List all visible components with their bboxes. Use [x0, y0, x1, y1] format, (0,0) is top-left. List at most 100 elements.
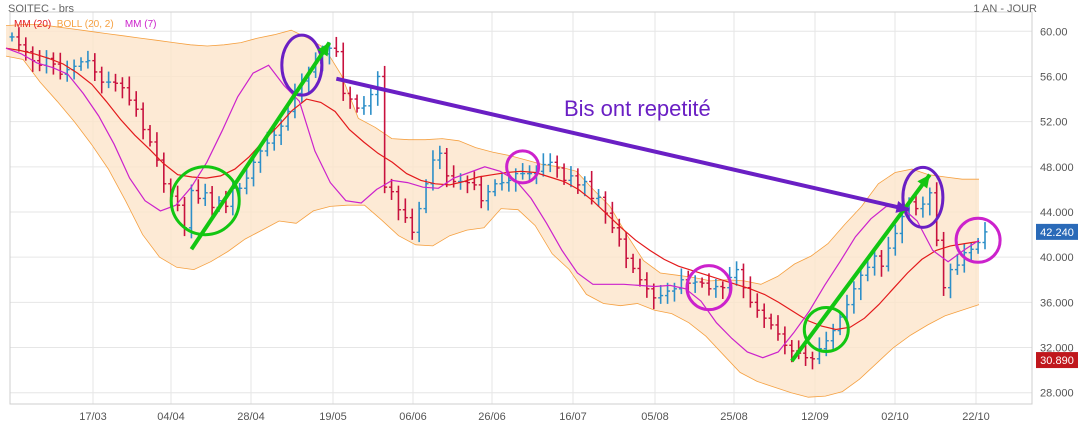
price-bar	[934, 182, 940, 247]
highlight-circle	[802, 305, 850, 353]
bollinger-lower-line	[5, 55, 980, 398]
chart-period: 1 AN - JOUR	[973, 3, 1037, 15]
price-bar	[692, 275, 698, 293]
price-bar	[885, 236, 891, 272]
price-bar	[651, 283, 657, 310]
legend-mm7: MM (7)	[124, 19, 157, 30]
price-bar	[699, 277, 705, 288]
price-bar	[368, 87, 374, 115]
y-tick-label: 32.000	[1040, 343, 1074, 355]
trend-arrow-head	[917, 174, 930, 189]
bollinger-upper-line	[5, 24, 979, 285]
price-bar	[761, 303, 767, 328]
legend-boll: BOLL (20, 2)	[56, 19, 114, 30]
price-bar	[941, 231, 947, 296]
price-bar	[540, 153, 546, 177]
price-bar	[395, 185, 401, 221]
price-bar	[837, 312, 843, 336]
price-bar	[147, 125, 153, 147]
price-bar	[982, 222, 988, 250]
y-tick-label: 56.00	[1040, 71, 1068, 83]
price-bar	[16, 27, 22, 52]
price-bar	[99, 66, 105, 94]
price-bar	[499, 172, 505, 191]
highlight-circle	[169, 165, 241, 237]
price-bar	[389, 178, 395, 200]
price-bar	[658, 285, 664, 304]
price-bar	[858, 269, 864, 301]
trend-arrow-line	[335, 76, 910, 212]
y-tick-label: 48.000	[1040, 162, 1074, 174]
highlight-ellipse	[280, 33, 324, 97]
low-price-badge-bg	[1036, 352, 1078, 369]
x-tick-label: 16/07	[559, 411, 587, 423]
x-tick-label: 28/04	[237, 411, 265, 423]
price-bar	[851, 281, 857, 314]
price-bar	[195, 179, 201, 204]
price-bar	[623, 232, 629, 269]
price-bar	[609, 201, 615, 234]
x-tick-label: 22/10	[962, 411, 990, 423]
y-tick-label: 40.000	[1040, 252, 1074, 264]
last-price-badge-bg	[1036, 223, 1078, 240]
price-bar	[665, 282, 671, 304]
price-bar	[492, 179, 498, 197]
x-tick-label: 25/08	[720, 411, 748, 423]
price-bar	[527, 165, 533, 182]
trend-arrow-line	[790, 173, 932, 363]
price-bar	[582, 176, 588, 197]
chart-symbol: SOITEC - brs	[8, 3, 75, 15]
last-price-badge: 42.240	[1040, 227, 1074, 239]
price-bar	[734, 261, 740, 286]
price-bar	[333, 36, 339, 57]
trend-arrow-head	[317, 42, 330, 57]
price-bar	[140, 102, 146, 140]
price-bar	[554, 155, 560, 178]
plot-frame	[9, 11, 1033, 405]
price-bar	[37, 50, 43, 72]
trend-arrow-head	[895, 200, 910, 213]
price-bar	[78, 57, 84, 71]
price-bar	[892, 224, 898, 256]
price-bar	[85, 50, 91, 69]
price-bar	[119, 77, 125, 99]
price-bar	[347, 86, 353, 109]
price-bar	[596, 189, 602, 207]
price-bar	[437, 145, 443, 170]
highlight-circle	[685, 264, 733, 312]
price-bar	[947, 263, 953, 299]
price-bar	[126, 76, 132, 106]
price-bar	[444, 148, 450, 188]
price-bar	[113, 73, 119, 92]
price-bar	[188, 184, 194, 239]
price-bar	[9, 32, 15, 42]
price-bar	[416, 201, 422, 243]
highlight-ellipse	[901, 165, 945, 229]
price-bar	[927, 187, 933, 216]
price-bar	[382, 65, 388, 194]
y-tick-label: 44.000	[1040, 207, 1074, 219]
price-bar	[678, 268, 684, 295]
price-bar	[920, 196, 926, 218]
price-bar	[809, 351, 815, 370]
highlight-circle	[954, 216, 1002, 264]
x-tick-label: 17/03	[79, 411, 107, 423]
price-bar	[92, 53, 98, 81]
price-bar	[547, 153, 553, 173]
price-bar	[361, 96, 367, 115]
price-bar	[616, 218, 622, 247]
price-bar	[485, 184, 491, 211]
y-tick-label: 36.000	[1040, 297, 1074, 309]
price-bar	[106, 71, 112, 89]
price-bar	[706, 273, 712, 296]
chart-legend: MM (20) BOLL (20, 2) MM (7)	[14, 19, 156, 30]
x-tick-label: 05/08	[641, 411, 669, 423]
trend-arrow-line	[189, 41, 332, 251]
price-bar	[209, 186, 215, 218]
price-bar	[713, 279, 719, 298]
price-bar	[50, 52, 56, 75]
y-tick-label: 28.000	[1040, 388, 1074, 400]
price-bar	[720, 281, 726, 299]
price-bar	[278, 119, 284, 145]
